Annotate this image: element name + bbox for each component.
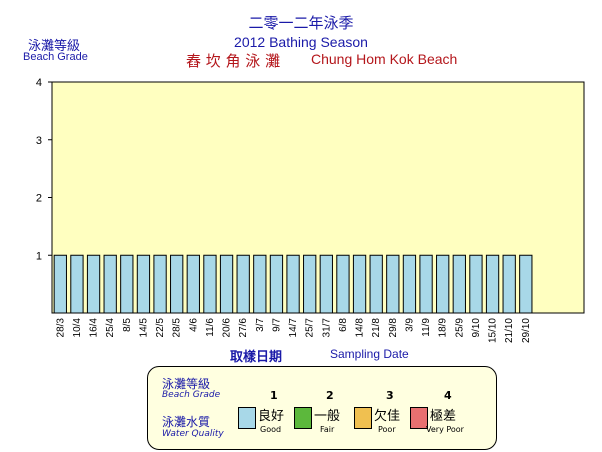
legend-grade-3: 3 xyxy=(386,389,394,402)
bar-22-5 xyxy=(153,254,167,314)
legend-label-fair: Fair xyxy=(320,425,335,434)
legend-grade-4: 4 xyxy=(444,389,452,402)
bar-28-5 xyxy=(170,254,184,314)
x-tick-label: 20/6 xyxy=(222,318,233,338)
y-tick-label: 4 xyxy=(36,77,42,89)
bar-25-7 xyxy=(303,254,317,314)
legend-grade-1: 1 xyxy=(270,389,278,402)
x-tick-label: 8/5 xyxy=(122,318,133,332)
bar-21-8 xyxy=(369,254,383,314)
x-tick-label: 29/10 xyxy=(521,318,532,343)
bar-28-3 xyxy=(53,254,67,314)
y-axis-title-chinese: 泳灘等級 xyxy=(28,39,81,54)
legend-grade-chinese: 泳灘等級 xyxy=(162,377,211,391)
y-tick-label: 3 xyxy=(36,135,42,147)
bar-29-10 xyxy=(519,254,533,314)
y-axis-title: Beach Grade xyxy=(23,51,88,63)
bar-chart: 1 2 3 4 28/3 10/4 16/4 25/4 8/5 14/5 22/5 28/5 4/6 1… xyxy=(36,77,585,343)
x-tick-label: 27/6 xyxy=(238,318,249,338)
title-chinese: 二零一二年泳季 xyxy=(248,14,354,32)
x-tick-label: 14/5 xyxy=(138,318,149,338)
x-tick-label: 4/6 xyxy=(188,318,199,332)
y-tick-label: 2 xyxy=(36,193,42,205)
y-tick-label: 1 xyxy=(36,250,42,262)
legend-quality-chinese: 泳灘水質 xyxy=(162,415,211,429)
bar-3-9 xyxy=(402,254,417,314)
x-tick-label: 25/9 xyxy=(454,318,465,338)
bar-14-5 xyxy=(136,254,151,314)
legend-label-poor-chinese: 欠佳 xyxy=(374,409,401,424)
chart-title: 2012 Bathing Season xyxy=(234,34,368,50)
legend-grade-2: 2 xyxy=(326,389,334,402)
legend-label-very-poor-chinese: 極差 xyxy=(430,409,457,424)
x-axis-title: Sampling Date xyxy=(330,347,409,361)
bar-6-8 xyxy=(336,254,350,314)
x-tick-label: 28/5 xyxy=(172,318,183,338)
x-tick-label: 25/4 xyxy=(105,318,116,338)
bar-16-4 xyxy=(86,254,101,314)
bar-25-9 xyxy=(452,254,466,314)
bar-8-5 xyxy=(120,254,134,314)
x-tick-label: 3/9 xyxy=(404,318,415,332)
x-tick-label: 14/8 xyxy=(355,318,366,338)
legend-swatch-very-poor xyxy=(410,407,428,429)
legend-grade-english: Beach Grade xyxy=(162,390,221,400)
x-tick-label: 6/8 xyxy=(338,318,349,332)
x-tick-label: 31/7 xyxy=(321,318,332,338)
legend-swatch-good xyxy=(238,407,256,429)
bar-11-9 xyxy=(419,254,433,314)
bar-3-7 xyxy=(253,254,267,314)
legend-label-good: Good xyxy=(260,425,282,434)
legend: 泳灘等級 Beach Grade 泳灘水質 Water Quality 1 良好… xyxy=(147,366,497,450)
x-tick-label: 11/6 xyxy=(205,318,216,337)
x-tick-label: 10/4 xyxy=(72,318,83,338)
x-tick-label: 9/7 xyxy=(271,318,282,332)
bar-11-6 xyxy=(203,254,217,314)
x-tick-label: 25/7 xyxy=(305,318,316,338)
beach-name-chinese: 舂 坎 角 泳 灘 xyxy=(186,52,281,70)
bar-27-6 xyxy=(236,254,250,314)
x-tick-label: 18/9 xyxy=(438,318,449,338)
legend-quality-english: Water Quality xyxy=(162,429,224,439)
x-tick-label: 11/9 xyxy=(421,318,432,337)
bar-29-8 xyxy=(386,254,400,314)
legend-label-very-poor: Very Poor xyxy=(426,425,464,434)
bar-20-6 xyxy=(219,254,234,314)
x-tick-label: 21/8 xyxy=(371,318,382,338)
bar-9-7 xyxy=(269,254,284,314)
legend-swatch-fair xyxy=(294,407,312,429)
bars xyxy=(53,254,533,314)
x-tick-label: 9/10 xyxy=(471,318,482,338)
x-axis-title-chinese: 取樣日期 xyxy=(230,350,283,365)
legend-label-poor: Poor xyxy=(378,425,396,434)
legend-label-fair-chinese: 一般 xyxy=(314,409,341,424)
bar-18-9 xyxy=(436,254,450,314)
bar-31-7 xyxy=(319,254,333,314)
bar-10-4 xyxy=(70,254,84,314)
x-tick-label: 29/8 xyxy=(388,318,399,338)
x-tick-label: 3/7 xyxy=(255,318,266,332)
legend-swatch-poor xyxy=(354,407,372,429)
x-tick-label: 22/5 xyxy=(155,318,166,338)
x-tick-label: 14/7 xyxy=(288,318,299,338)
bar-25-4 xyxy=(103,254,117,314)
bar-21-10 xyxy=(502,254,516,314)
x-tick-label: 16/4 xyxy=(89,318,100,338)
bar-4-6 xyxy=(186,254,200,314)
x-tick-label: 28/3 xyxy=(55,318,66,338)
x-tick-label: 21/10 xyxy=(504,318,515,343)
x-axis: 28/3 10/4 16/4 25/4 8/5 14/5 22/5 28/5 4/6 11/6 20… xyxy=(55,318,532,343)
x-tick-label: 15/10 xyxy=(488,318,499,343)
beach-name-english: Chung Hom Kok Beach xyxy=(311,51,458,67)
bar-15-10 xyxy=(485,254,500,314)
bar-9-10 xyxy=(469,254,483,314)
legend-label-good-chinese: 良好 xyxy=(258,409,285,424)
bar-14-7 xyxy=(286,254,300,314)
bar-14-8 xyxy=(352,254,367,314)
y-axis: 1 2 3 4 xyxy=(36,77,52,262)
